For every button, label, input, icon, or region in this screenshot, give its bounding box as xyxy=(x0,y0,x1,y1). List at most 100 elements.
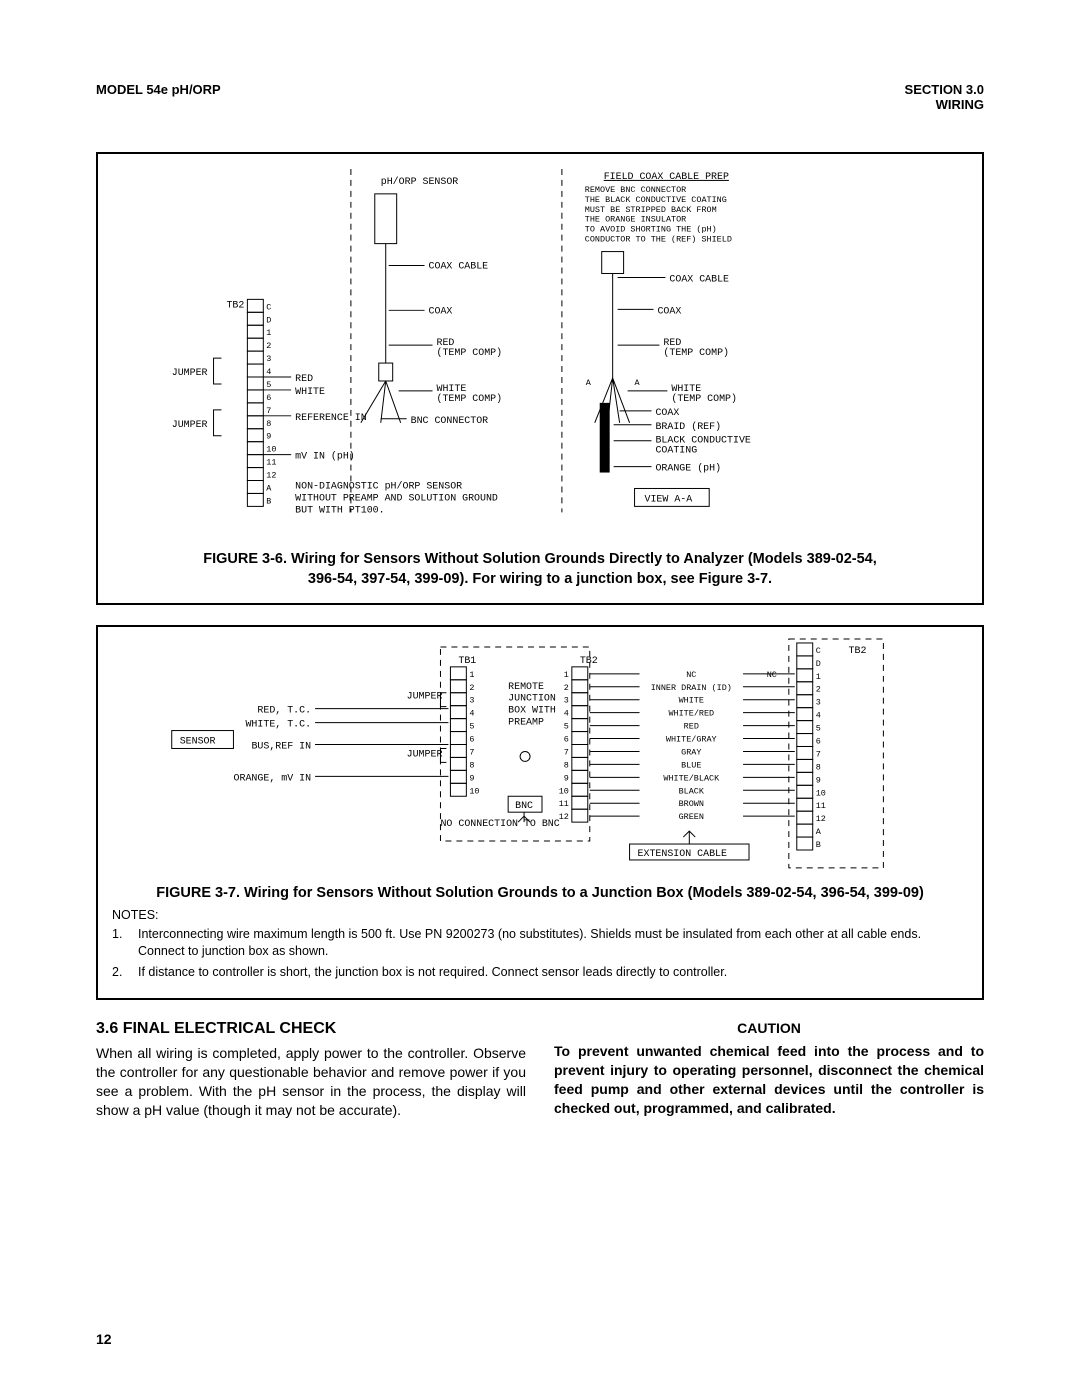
note-2: 2.If distance to controller is short, th… xyxy=(112,964,968,981)
svg-text:7: 7 xyxy=(816,750,821,760)
section-heading: 3.6 FINAL ELECTRICAL CHECK xyxy=(96,1020,526,1038)
svg-text:10: 10 xyxy=(816,789,826,799)
svg-text:10: 10 xyxy=(469,787,479,797)
figure-3-7-diagram: SENSOR RED, T.C. WHITE, T.C. BUS,REF IN … xyxy=(112,637,968,876)
figure-3-6-caption: FIGURE 3-6. Wiring for Sensors Without S… xyxy=(112,550,968,589)
red-label: RED xyxy=(295,373,313,384)
jb-2: JUNCTION xyxy=(508,693,556,704)
tb2-label: TB2 xyxy=(226,299,244,310)
red-temp-2: (TEMP COMP) xyxy=(436,347,502,358)
red-tc: RED, T.C. xyxy=(257,705,311,716)
svg-text:9: 9 xyxy=(266,432,271,442)
coax-cable-label: COAX CABLE xyxy=(429,261,489,272)
figure-3-6-box: CD123456789101112AB TB2 JUMPER JUMPER RE… xyxy=(96,152,984,605)
svg-text:8: 8 xyxy=(564,761,569,771)
svg-text:9: 9 xyxy=(564,774,569,784)
view-a: A xyxy=(586,378,592,388)
right-column: CAUTION To prevent unwanted chemical fee… xyxy=(554,1020,984,1120)
svg-text:6: 6 xyxy=(469,735,474,745)
svg-text:11: 11 xyxy=(559,800,569,810)
svg-text:4: 4 xyxy=(469,709,474,719)
svg-text:A: A xyxy=(816,827,822,837)
svg-text:1: 1 xyxy=(564,670,569,680)
header-left: MODEL 54e pH/ORP xyxy=(96,82,221,112)
svg-text:WHITE/BLACK: WHITE/BLACK xyxy=(663,774,720,784)
svg-text:2: 2 xyxy=(816,685,821,695)
svg-text:NC: NC xyxy=(686,670,696,680)
sensor-note-2: WITHOUT PREAMP AND SOLUTION GROUND xyxy=(295,492,498,503)
svg-text:2: 2 xyxy=(469,683,474,693)
ext-cable: EXTENSION CABLE xyxy=(638,848,727,859)
svg-text:4: 4 xyxy=(564,709,569,719)
sensor-label: pH/ORP SENSOR xyxy=(381,176,459,187)
svg-text:BROWN: BROWN xyxy=(679,800,704,810)
section-body: When all wiring is completed, apply powe… xyxy=(96,1044,526,1120)
svg-text:7: 7 xyxy=(564,748,569,758)
svg-text:4: 4 xyxy=(816,711,821,721)
svg-text:8: 8 xyxy=(816,763,821,773)
svg-text:10: 10 xyxy=(266,445,276,455)
svg-text:BLACK: BLACK xyxy=(679,787,705,797)
svg-text:A: A xyxy=(266,483,272,493)
jb-4: PREAMP xyxy=(508,717,544,728)
svg-text:1: 1 xyxy=(816,672,821,682)
view-aa: VIEW A-A xyxy=(645,493,693,504)
svg-text:6: 6 xyxy=(266,393,271,403)
svg-text:8: 8 xyxy=(266,419,271,429)
svg-text:5: 5 xyxy=(266,380,271,390)
prep-6: CONDUCTOR TO THE (REF) SHIELD xyxy=(585,235,732,245)
left-column: 3.6 FINAL ELECTRICAL CHECK When all wiri… xyxy=(96,1020,526,1120)
svg-text:WHITE: WHITE xyxy=(679,696,704,706)
svg-text:7: 7 xyxy=(469,748,474,758)
svg-text:C: C xyxy=(816,646,821,656)
coax-r: COAX xyxy=(657,305,681,316)
coax-cable-r: COAX CABLE xyxy=(669,273,729,284)
figure-3-7-caption: FIGURE 3-7. Wiring for Sensors Without S… xyxy=(112,884,968,904)
svg-text:11: 11 xyxy=(816,802,826,812)
svg-text:5: 5 xyxy=(564,722,569,732)
header-right: SECTION 3.0 WIRING xyxy=(905,82,984,112)
svg-text:NC: NC xyxy=(767,670,777,680)
orange-mv: ORANGE, mV IN xyxy=(234,773,312,784)
no-conn: NO CONNECTION TO BNC xyxy=(440,818,559,829)
svg-text:2: 2 xyxy=(564,683,569,693)
white-label: WHITE xyxy=(295,386,325,397)
tb2-label-b: TB2 xyxy=(849,645,867,656)
svg-text:5: 5 xyxy=(816,724,821,734)
prep-1: REMOVE BNC CONNECTOR xyxy=(585,185,686,195)
coax-label: COAX xyxy=(429,305,453,316)
svg-text:B: B xyxy=(816,840,821,850)
jb-3: BOX WITH xyxy=(508,705,556,716)
fig36-cap-1: FIGURE 3-6. Wiring for Sensors Without S… xyxy=(112,550,968,570)
sensor-note-3: BUT WITH PT100. xyxy=(295,504,384,515)
jumper-1: JUMPER xyxy=(407,691,443,702)
note-1: 1.Interconnecting wire maximum length is… xyxy=(112,926,968,960)
svg-text:WHITE/RED: WHITE/RED xyxy=(668,709,714,719)
svg-text:3: 3 xyxy=(469,696,474,706)
bnc-label: BNC CONNECTOR xyxy=(411,415,489,426)
notes-label: NOTES: xyxy=(112,908,968,922)
header-section: SECTION 3.0 xyxy=(905,82,984,97)
figure-3-6-diagram: CD123456789101112AB TB2 JUMPER JUMPER RE… xyxy=(112,164,968,542)
svg-text:12: 12 xyxy=(266,471,276,481)
tb2-label-a: TB2 xyxy=(580,655,598,666)
white-temp-r2: (TEMP COMP) xyxy=(671,393,737,404)
svg-text:WHITE/GRAY: WHITE/GRAY xyxy=(666,735,717,745)
prep-2: THE BLACK CONDUCTIVE COATING xyxy=(585,195,727,205)
svg-text:9: 9 xyxy=(469,774,474,784)
white-tc: WHITE, T.C. xyxy=(245,719,311,730)
svg-text:B: B xyxy=(266,496,271,506)
svg-text:1: 1 xyxy=(266,328,271,338)
fig36-cap-2: 396-54, 397-54, 399-09). For wiring to a… xyxy=(112,570,968,590)
figure-3-7-box: SENSOR RED, T.C. WHITE, T.C. BUS,REF IN … xyxy=(96,625,984,1000)
svg-text:3: 3 xyxy=(564,696,569,706)
svg-text:2: 2 xyxy=(266,341,271,351)
svg-text:6: 6 xyxy=(564,735,569,745)
tb1-label: TB1 xyxy=(458,655,476,666)
svg-text:INNER DRAIN (ID): INNER DRAIN (ID) xyxy=(651,683,732,693)
black-cond-2: COATING xyxy=(655,445,697,456)
svg-text:12: 12 xyxy=(816,814,826,824)
page-header: MODEL 54e pH/ORP SECTION 3.0 WIRING xyxy=(96,82,984,112)
red-temp-r2: (TEMP COMP) xyxy=(663,347,729,358)
svg-text:BLUE: BLUE xyxy=(681,761,701,771)
